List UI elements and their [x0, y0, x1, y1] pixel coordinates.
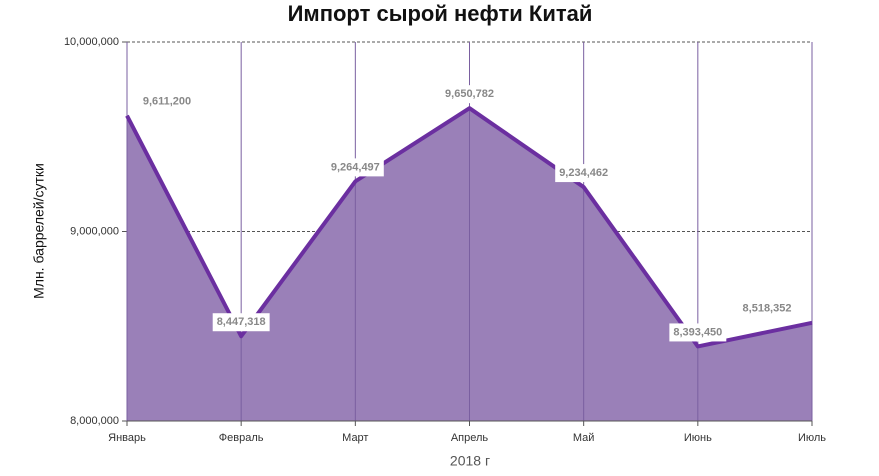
value-label-group: 9,611,200 [138, 92, 196, 111]
value-label: 8,447,318 [217, 316, 266, 328]
x-tick-label: Март [342, 432, 368, 444]
y-tick-label: 8,000,000 [70, 415, 119, 427]
value-label: 9,264,497 [331, 161, 380, 173]
x-tick-label: Июль [798, 432, 826, 444]
x-axis-label: 2018 г [450, 453, 490, 469]
x-tick-label: Февраль [219, 432, 264, 444]
value-label-bg [326, 158, 384, 177]
value-label-group: 9,650,782 [441, 85, 498, 104]
value-label-group: 8,393,450 [669, 323, 727, 342]
value-label-group: 9,264,497 [326, 158, 384, 177]
value-label-bg [669, 323, 727, 342]
value-label-bg [212, 313, 270, 332]
value-label: 9,234,462 [559, 167, 608, 179]
value-label: 8,518,352 [743, 303, 792, 315]
value-label: 8,393,450 [673, 326, 722, 338]
y-tick-label: 10,000,000 [64, 36, 119, 48]
value-label-bg [555, 164, 613, 183]
x-tick-label: Июнь [684, 432, 712, 444]
value-label-group: 8,518,352 [738, 299, 796, 318]
x-tick-label: Январь [108, 432, 146, 444]
x-tick-label: Апрель [451, 432, 489, 444]
y-axis-label: Млн. баррелей/сутки [31, 163, 47, 299]
value-label-bg [738, 299, 796, 318]
value-label-group: 9,234,462 [555, 164, 613, 183]
value-label-bg [138, 92, 196, 111]
value-label-bg [441, 85, 498, 104]
chart-title: Импорт сырой нефти Китай [288, 1, 593, 26]
value-label: 9,611,200 [143, 96, 191, 108]
value-label: 9,650,782 [445, 88, 494, 100]
x-tick-label: Май [573, 432, 595, 444]
line [125, 106, 813, 349]
value-label-group: 8,447,318 [212, 313, 270, 332]
y-tick-label: 9,000,000 [70, 225, 119, 237]
